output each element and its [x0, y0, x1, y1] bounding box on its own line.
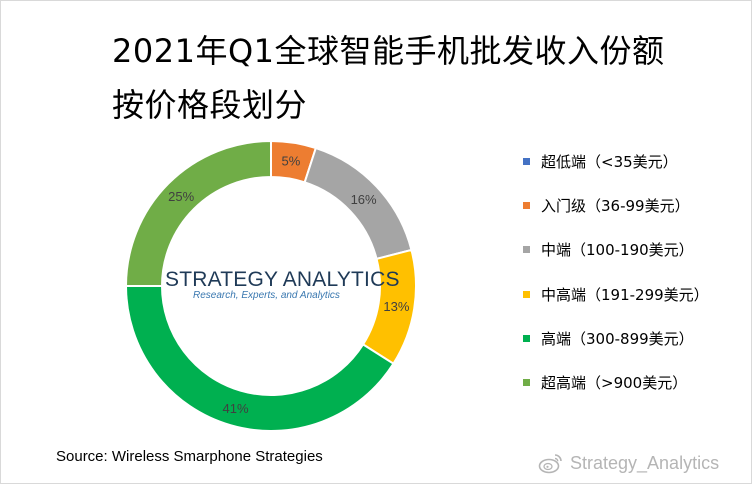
legend-swatch — [523, 246, 530, 254]
source-note: Source: Wireless Smarphone Strategies — [56, 448, 323, 465]
legend-label: 超低端（<35美元） — [541, 152, 678, 171]
legend-swatch — [523, 201, 530, 209]
chart-title-line-1: 2021年Q1全球智能手机批发收入份额 — [112, 32, 665, 70]
legend-item-3: 中高端（191-299美元） — [523, 272, 748, 316]
legend-label: 超高端（>900美元） — [541, 374, 688, 393]
legend-swatch — [523, 290, 530, 298]
legend-swatch — [523, 334, 530, 342]
logo-tagline: Research, Experts, and Analytics — [193, 290, 340, 301]
legend-label: 中端（100-190美元） — [541, 241, 694, 260]
data-label-2: 16% — [351, 192, 377, 207]
legend-item-5: 超高端（>900美元） — [523, 360, 748, 404]
data-label-4: 41% — [223, 401, 249, 416]
legend-item-1: 入门级（36-99美元） — [523, 183, 748, 227]
legend-label: 中高端（191-299美元） — [541, 285, 709, 304]
logo-wordmark: STRATEGY ANALYTICS — [165, 268, 400, 291]
legend-item-4: 高端（300-899美元） — [523, 316, 748, 360]
donut-slice-4 — [124, 285, 395, 432]
legend-item-0: 超低端（<35美元） — [523, 139, 748, 183]
legend-label: 入门级（36-99美元） — [541, 196, 690, 215]
watermark: Strategy_Analytics — [538, 452, 719, 474]
legend-swatch — [523, 379, 530, 387]
chart-legend: 超低端（<35美元） 入门级（36-99美元） 中端（100-190美元） 中高端（1… — [523, 139, 748, 405]
legend-swatch — [523, 157, 530, 165]
data-label-5: 25% — [168, 189, 194, 204]
legend-item-2: 中端（100-190美元） — [523, 228, 748, 272]
legend-label: 高端（300-899美元） — [541, 329, 694, 348]
data-label-1: 5% — [281, 154, 300, 169]
weibo-icon — [538, 454, 562, 474]
data-label-3: 13% — [383, 299, 409, 314]
watermark-text: Strategy_Analytics — [570, 452, 720, 473]
donut-slice-5 — [124, 139, 272, 287]
chart-title-line-2: 按价格段划分 — [112, 86, 308, 124]
